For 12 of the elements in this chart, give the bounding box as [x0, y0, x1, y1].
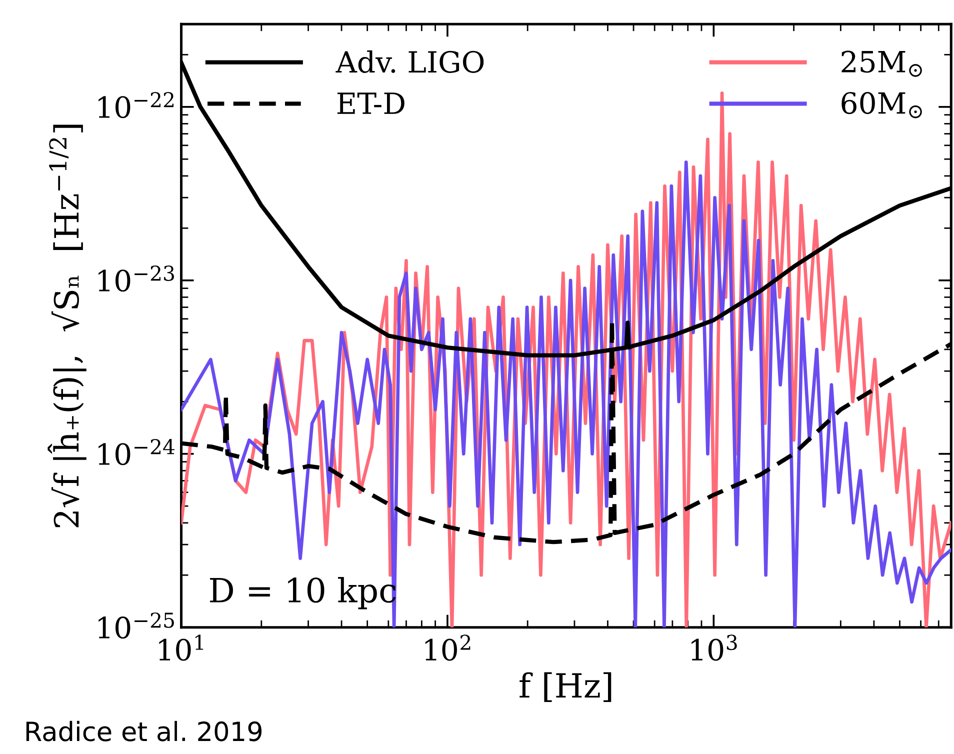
y-tick-label: 10$^{−22}$ [98, 92, 174, 118]
y-tick-label: 10$^{−23}$ [98, 265, 174, 292]
legend-label: Adv. LIGO [336, 50, 484, 73]
x-tick-label: 10$^{2}$ [425, 634, 470, 661]
legend-label: 25M$_{⊙}$ [842, 50, 922, 77]
x-axis-title: f [Hz] [520, 672, 612, 702]
y-axis-title: 2√f |ĥ₊(f)|, √Sₙ [Hz$^{−1/2}$] [48, 124, 86, 528]
y-tick-label: 10$^{−24}$ [98, 438, 174, 466]
legend-label: ET-D [337, 92, 404, 114]
legend-label: 60M$_{⊙}$ [842, 92, 922, 118]
text: Radice et al. 2019 [26, 720, 262, 742]
x-tick-label: 10$^{3}$ [692, 634, 737, 661]
